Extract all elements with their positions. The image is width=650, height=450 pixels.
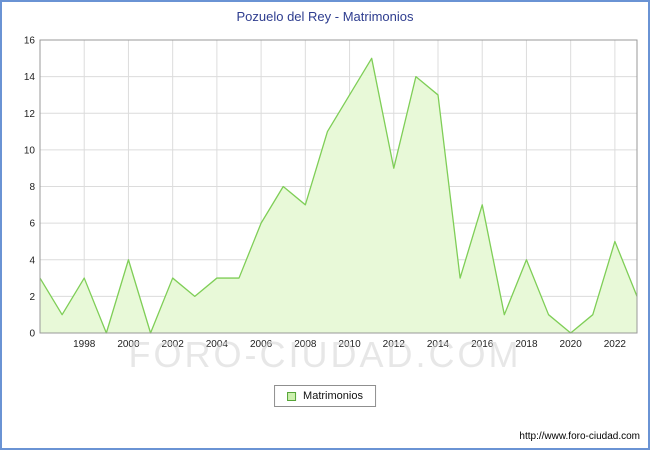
legend: Matrimonios bbox=[274, 385, 376, 407]
svg-text:1998: 1998 bbox=[73, 339, 96, 350]
svg-text:2002: 2002 bbox=[162, 339, 185, 350]
svg-text:14: 14 bbox=[24, 72, 36, 83]
svg-text:2012: 2012 bbox=[383, 339, 406, 350]
svg-text:12: 12 bbox=[24, 109, 36, 120]
svg-text:2006: 2006 bbox=[250, 339, 273, 350]
chart-area: 0 2 4 6 8 10 12 14 16 1998 2000 2002 2004 2006 2008 201… bbox=[24, 36, 638, 350]
svg-text:2018: 2018 bbox=[515, 339, 538, 350]
svg-text:6: 6 bbox=[29, 219, 35, 230]
svg-text:2014: 2014 bbox=[427, 339, 450, 350]
svg-text:8: 8 bbox=[29, 182, 35, 193]
svg-text:2022: 2022 bbox=[604, 339, 627, 350]
svg-text:2008: 2008 bbox=[294, 339, 317, 350]
svg-text:2004: 2004 bbox=[206, 339, 229, 350]
svg-text:2: 2 bbox=[29, 292, 35, 303]
source-url: http://www.foro-ciudad.com bbox=[519, 431, 640, 442]
legend-label-matrimonios: Matrimonios bbox=[303, 390, 363, 402]
svg-text:2010: 2010 bbox=[338, 339, 361, 350]
svg-text:16: 16 bbox=[24, 36, 36, 47]
svg-text:0: 0 bbox=[29, 329, 35, 340]
legend-swatch-matrimonios bbox=[287, 391, 297, 401]
svg-text:2016: 2016 bbox=[471, 339, 494, 350]
svg-text:10: 10 bbox=[24, 145, 36, 156]
chart-title: Pozuelo del Rey - Matrimonios bbox=[236, 9, 414, 24]
svg-text:4: 4 bbox=[29, 255, 35, 266]
svg-text:2000: 2000 bbox=[117, 339, 140, 350]
svg-text:2020: 2020 bbox=[560, 339, 583, 350]
